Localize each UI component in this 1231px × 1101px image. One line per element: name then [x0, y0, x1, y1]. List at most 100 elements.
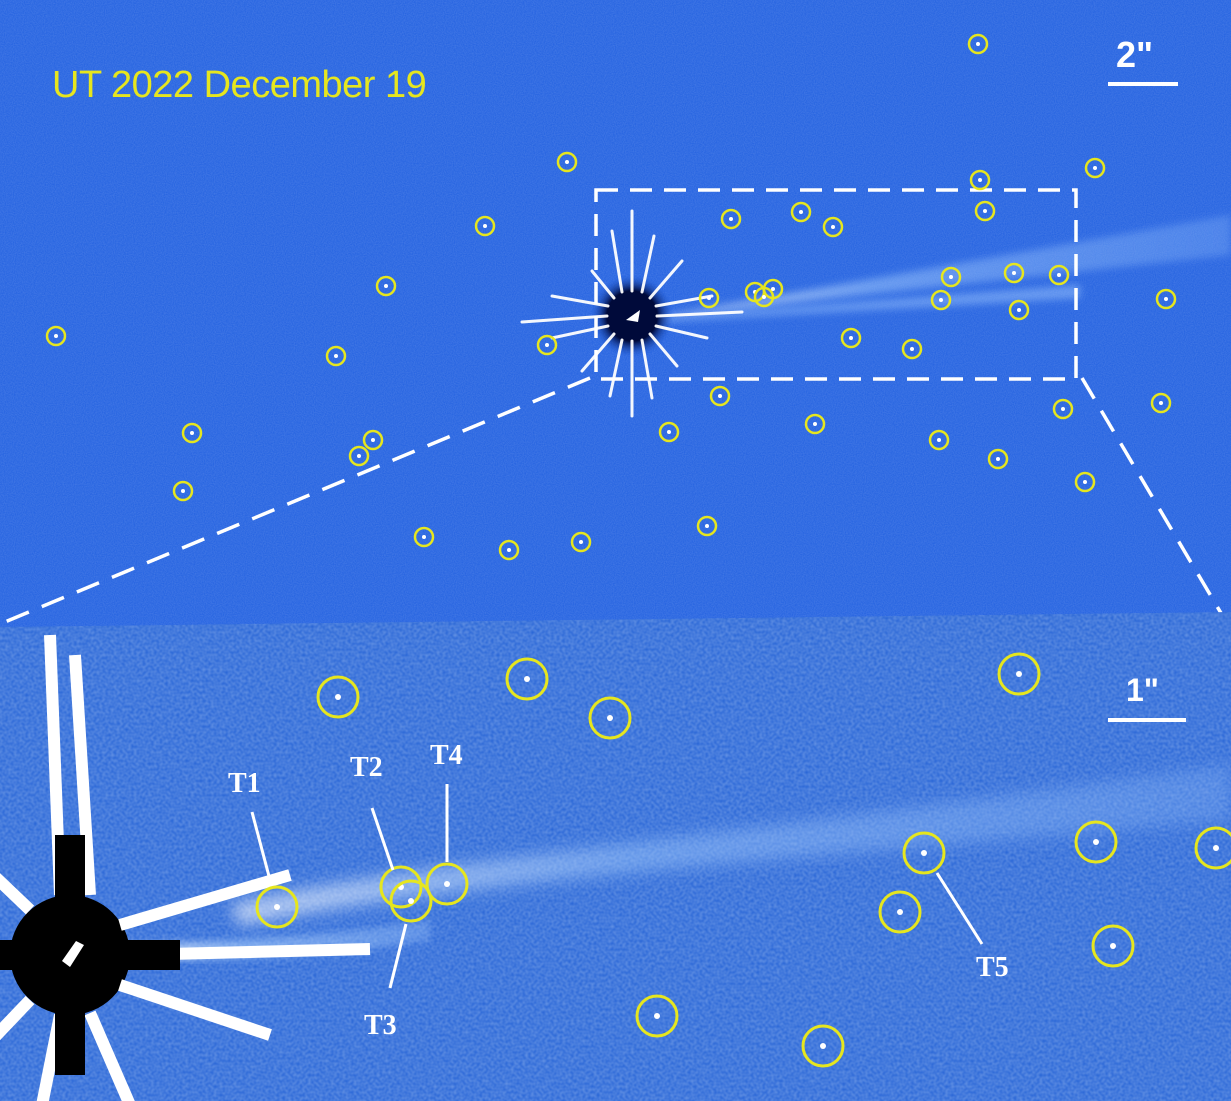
inset-source-circle	[635, 994, 679, 1038]
comet-tail-top	[640, 215, 1231, 322]
t1-leader-line	[250, 811, 272, 881]
fragment-leader-lines	[250, 784, 984, 989]
top-panel-source-circles	[45, 33, 1177, 561]
top-source-dot	[718, 394, 722, 398]
top-source-dot	[565, 160, 569, 164]
top-source-dot	[483, 224, 487, 228]
top-source-dot	[771, 287, 775, 291]
top-source-circle	[720, 208, 742, 230]
top-source-dot	[1164, 297, 1168, 301]
inset-source-dot	[897, 909, 903, 915]
top-source-dot	[983, 209, 987, 213]
top-source-circle	[658, 421, 680, 443]
inset-source-circle	[588, 696, 632, 740]
top-source-dot	[996, 457, 1000, 461]
fragment-label-t3: T3	[364, 1010, 397, 1041]
inset-source-circle	[1194, 826, 1231, 870]
inset-source-circle	[878, 890, 922, 934]
top-source-circle	[413, 526, 435, 548]
top-source-circle	[901, 338, 923, 360]
top-source-circle	[536, 334, 558, 356]
top-source-dot	[1093, 166, 1097, 170]
inset-source-circle	[505, 657, 549, 701]
top-source-circle	[1048, 264, 1070, 286]
top-source-dot	[939, 298, 943, 302]
fragment-label-t4: T4	[430, 740, 463, 771]
top-source-circle	[940, 266, 962, 288]
top-source-dot	[799, 210, 803, 214]
top-source-circle	[822, 216, 844, 238]
inset-source-dot	[1110, 943, 1116, 949]
top-source-dot	[707, 296, 711, 300]
inset-source-circle	[902, 831, 946, 875]
top-source-circle	[556, 151, 578, 173]
top-source-circle	[172, 480, 194, 502]
top-source-circle	[840, 327, 862, 349]
top-source-circle	[790, 201, 812, 223]
top-source-circle	[1150, 392, 1172, 414]
top-source-dot	[705, 524, 709, 528]
zoom-region-box	[594, 188, 1078, 381]
scale-bar-inset	[1108, 718, 1186, 722]
top-source-dot	[1012, 271, 1016, 275]
top-source-circle	[974, 200, 996, 222]
top-source-circle	[967, 33, 989, 55]
top-source-circle	[930, 289, 952, 311]
inset-source-dot	[1213, 845, 1219, 851]
top-source-dot	[1159, 401, 1163, 405]
top-source-circle	[987, 448, 1009, 470]
top-source-circle	[375, 275, 397, 297]
top-source-circle	[570, 531, 592, 553]
inset-source-circle	[255, 885, 299, 929]
top-source-dot	[190, 431, 194, 435]
top-source-circle	[804, 413, 826, 435]
top-source-dot	[910, 347, 914, 351]
inset-panel-source-circles	[255, 652, 1231, 1068]
top-source-circle	[474, 215, 496, 237]
top-source-circle	[1052, 398, 1074, 420]
fragment-label-t1: T1	[228, 768, 261, 799]
inset-source-circle	[379, 865, 423, 909]
top-source-dot	[579, 540, 583, 544]
inset-source-circle	[997, 652, 1041, 696]
inset-source-circle	[1091, 924, 1135, 968]
top-source-circle	[696, 515, 718, 537]
inset-source-dot	[607, 715, 613, 721]
top-source-circle	[698, 287, 720, 309]
top-source-dot	[976, 42, 980, 46]
t5-leader-line	[935, 872, 984, 945]
top-source-dot	[334, 354, 338, 358]
t2-leader-line	[370, 807, 395, 871]
top-source-circle	[325, 345, 347, 367]
top-source-dot	[1061, 407, 1065, 411]
top-source-dot	[813, 422, 817, 426]
top-source-circle	[928, 429, 950, 451]
top-source-dot	[507, 548, 511, 552]
top-source-circle	[362, 429, 384, 451]
top-source-circle	[762, 278, 784, 300]
inset-source-dot	[524, 676, 530, 682]
top-source-dot	[1057, 273, 1061, 277]
top-source-circle	[45, 325, 67, 347]
scale-bar-label-top: 2"	[1116, 34, 1154, 75]
bright-star-top	[520, 209, 744, 418]
inset-source-dot	[335, 694, 341, 700]
inset-source-dot	[654, 1013, 660, 1019]
zoom-connector-lines	[4, 376, 1231, 631]
top-source-dot	[831, 225, 835, 229]
scale-bar-label-inset: 1"	[1126, 672, 1159, 708]
inset-source-circle	[389, 879, 433, 923]
top-source-dot	[1017, 308, 1021, 312]
top-source-circle	[1074, 471, 1096, 493]
top-source-dot	[937, 438, 941, 442]
scale-bar-top	[1108, 82, 1178, 86]
top-source-circle	[498, 539, 520, 561]
inset-source-dot	[820, 1043, 826, 1049]
inset-source-dot	[1016, 671, 1022, 677]
top-source-circle	[1008, 299, 1030, 321]
top-source-dot	[849, 336, 853, 340]
top-source-dot	[371, 438, 375, 442]
top-source-circle	[181, 422, 203, 444]
top-source-dot	[978, 178, 982, 182]
